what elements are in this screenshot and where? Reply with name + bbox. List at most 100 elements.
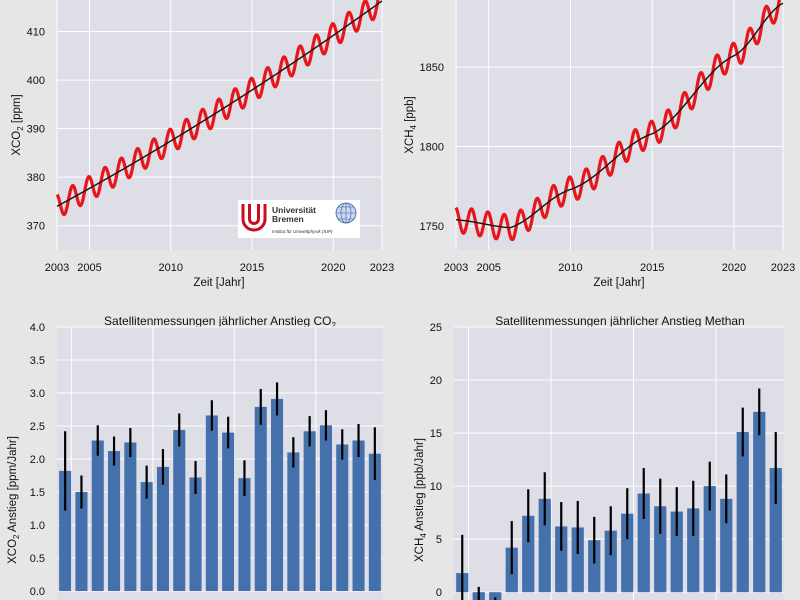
ch4-bar-y-tick-label: 10 [430, 481, 442, 493]
co2-bar-bar [287, 452, 300, 591]
co2-x-tick-label: 2023 [370, 262, 394, 274]
co2-timeseries-panel: 370 380 390 400 410 2003 2005 2010 2015 2020 2023… [11, 0, 394, 289]
co2-x-tick-label: 2005 [77, 262, 101, 274]
co2-y-tick-label: 410 [27, 27, 45, 39]
ch4-bars [456, 388, 782, 600]
ch4-bar-bar [687, 508, 700, 593]
ch4-bar-title: Satellitenmessungen jährlicher Anstieg M… [495, 314, 744, 328]
ch4-bar-bar [736, 432, 749, 593]
co2-bar-bar [140, 482, 153, 591]
ch4-bar-bar [522, 515, 535, 593]
co2-bar-y-tick-label: 0.0 [30, 586, 45, 598]
co2-bar-y-tick-label: 4.0 [30, 322, 45, 334]
ch4-bar-bar [489, 592, 502, 600]
co2-seasonal-series [55, 0, 380, 217]
logo-institute-text: Institut für Umweltphysik (IUP) [272, 229, 333, 234]
co2-bar-y-tick-label: 0.5 [30, 553, 45, 565]
co2-bar-bar [352, 440, 365, 591]
ch4-bar-ylabel: XCH4 Anstieg [ppb/Jahr] [414, 438, 428, 562]
university-bremen-logo: Universität Bremen Institut für Umweltph… [238, 200, 360, 238]
ch4-bar-bar [703, 486, 716, 593]
co2-bar-y-tick-label: 1.5 [30, 487, 45, 499]
co2-bar-y-ticks: 0.0 0.5 1.0 1.5 2.0 2.5 3.0 3.5 4.0 [30, 322, 45, 598]
ch4-bar-bar [670, 511, 683, 593]
co2-y-tick-label: 380 [27, 172, 45, 184]
ch4-bar-plot-area [454, 327, 784, 600]
co2-bar-bar [336, 444, 349, 591]
co2-bar-y-tick-label: 2.5 [30, 421, 45, 433]
co2-bars [59, 382, 381, 591]
co2-bar-y-tick-label: 3.5 [30, 355, 45, 367]
ch4-x-tick-label: 2020 [722, 262, 746, 274]
ch4-bar-bar [769, 468, 782, 593]
ch4-timeseries-panel: 1750 1800 1850 2003 2005 2010 2015 2020 2023 XC… [404, 0, 795, 289]
co2-bar-bar [205, 415, 218, 591]
ch4-bar-y-tick-label: 0 [436, 587, 442, 599]
co2-bar-bar [156, 466, 169, 591]
ch4-plot-area [456, 0, 783, 250]
co2-bar-bar [75, 492, 88, 591]
co2-bar-bar [173, 429, 186, 591]
ch4-y-ticks: 1750 1800 1850 [420, 62, 444, 233]
co2-lines [55, 0, 383, 217]
ch4-y-tick-label: 1850 [420, 62, 444, 74]
ch4-x-tick-label: 2015 [640, 262, 664, 274]
ch4-trend-line [455, 2, 784, 229]
ch4-bar-y-tick-label: 15 [430, 428, 442, 440]
co2-gridlines [56, 0, 383, 250]
ch4-bar-y-ticks: 0 5 10 15 20 25 [430, 322, 442, 599]
ch4-bar-bar [571, 527, 584, 593]
co2-x-ticks: 2003 2005 2010 2015 2020 2023 [45, 262, 394, 274]
co2-y-tick-label: 400 [27, 75, 45, 87]
logo-name-line2: Bremen [272, 214, 304, 224]
co2-bar-bar [108, 451, 121, 591]
ch4-bar-bar [604, 530, 617, 593]
co2-bar-bar [238, 478, 251, 591]
co2-bar-y-tick-label: 1.0 [30, 520, 45, 532]
co2-x-tick-label: 2015 [240, 262, 264, 274]
ch4-bar-panel: Satellitenmessungen jährlicher Anstieg M… [414, 314, 784, 600]
ch4-x-tick-label: 2005 [476, 262, 500, 274]
co2-ylabel: XCO2 [ppm] [11, 94, 25, 155]
co2-bar-bar [271, 398, 284, 591]
co2-bar-plot-area [57, 327, 383, 600]
ch4-x-tick-label: 2003 [444, 262, 468, 274]
co2-y-ticks: 370 380 390 400 410 [27, 27, 45, 233]
co2-bar-bar [59, 470, 72, 591]
co2-bar-bar [222, 432, 235, 591]
ch4-y-tick-label: 1800 [420, 141, 444, 153]
co2-x-tick-label: 2020 [321, 262, 345, 274]
logo-name-line1: Universität [272, 205, 316, 215]
iup-globe-icon [335, 202, 357, 224]
co2-bar-y-tick-label: 2.0 [30, 454, 45, 466]
ch4-x-tick-label: 2010 [558, 262, 582, 274]
ch4-bar-bar [588, 540, 601, 593]
co2-xlabel: Zeit [Jahr] [193, 277, 244, 289]
bremen-u-logo-icon [241, 204, 267, 232]
co2-bar-bar [368, 453, 381, 591]
co2-bar-bar [189, 477, 202, 591]
co2-bar-panel: Satellitenmessungen jährlicher Anstieg C… [7, 314, 383, 600]
ch4-bar-y-tick-label: 20 [430, 375, 442, 387]
ch4-bar-y-tick-label: 25 [430, 322, 442, 334]
co2-bar-ylabel: XCO2 Anstieg [ppm/Jahr] [7, 436, 21, 564]
ch4-bar-bar [538, 498, 551, 593]
co2-x-tick-label: 2003 [45, 262, 69, 274]
co2-y-tick-label: 370 [27, 221, 45, 233]
ch4-ylabel: XCH4 [ppb] [404, 96, 418, 154]
ch4-bar-bar [753, 411, 766, 593]
ch4-bar-y-tick-label: 5 [436, 534, 442, 546]
ch4-y-tick-label: 1750 [420, 221, 444, 233]
co2-trend-line [56, 0, 383, 207]
co2-bar-bar [303, 431, 316, 591]
ch4-bar-bar [654, 506, 667, 593]
ch4-bar-bar [621, 513, 634, 593]
ch4-x-ticks: 2003 2005 2010 2015 2020 2023 [444, 262, 795, 274]
ch4-seasonal-series [454, 0, 781, 242]
co2-bar-title: Satellitenmessungen jährlicher Anstieg C… [104, 314, 336, 330]
co2-bar-bar [319, 425, 332, 591]
co2-bar-y-tick-label: 3.0 [30, 388, 45, 400]
co2-x-tick-label: 2010 [159, 262, 183, 274]
co2-y-tick-label: 390 [27, 124, 45, 136]
